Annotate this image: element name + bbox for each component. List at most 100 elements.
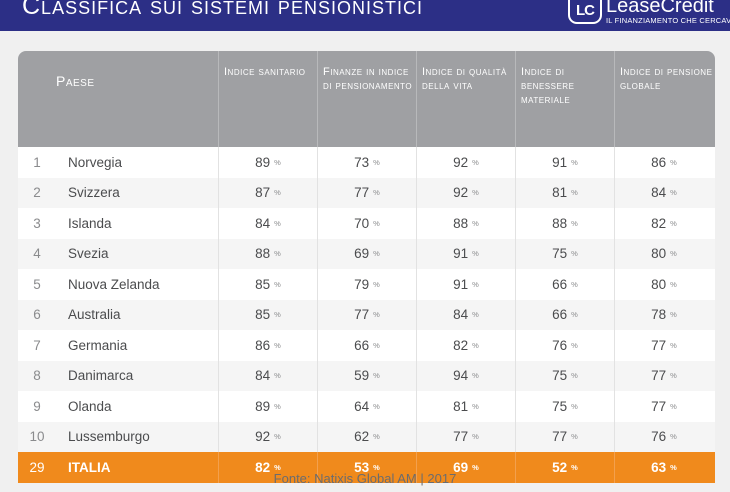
country-cell: ITALIA (68, 459, 111, 475)
value-number: 91 (552, 154, 568, 170)
value-cell: 88% (218, 238, 317, 269)
value-number: 75 (552, 398, 568, 414)
header-country: Paese (56, 73, 95, 89)
rank-cell: 6 (33, 307, 41, 323)
percent-sign: % (571, 432, 578, 442)
value-number: 85 (255, 276, 271, 292)
value-cell: 81% (515, 177, 614, 208)
percent-sign: % (472, 279, 479, 289)
value-number: 70 (354, 215, 370, 231)
value-cell: 92% (218, 421, 317, 452)
table-row: 10 Lussemburgo 92% 62% 77% 77% 76% (18, 421, 715, 452)
value-cell: 84% (218, 360, 317, 391)
percent-sign: % (472, 249, 479, 259)
header-health-index: Indice sanitario (218, 51, 317, 147)
value-cell: 84% (218, 208, 317, 239)
value-number: 75 (552, 246, 568, 262)
percent-sign: % (373, 157, 380, 167)
value-cell: 75% (515, 238, 614, 269)
value-number: 84 (255, 215, 271, 231)
value-cell: 91% (416, 269, 515, 300)
value-cell: 92% (416, 147, 515, 178)
value-number: 62 (354, 429, 370, 445)
value-number: 73 (354, 154, 370, 170)
value-cell: 82% (218, 452, 317, 483)
table-row: 3 Islanda 84% 70% 88% 88% 82% (18, 208, 715, 239)
value-cell: 85% (218, 269, 317, 300)
value-cell: 92% (416, 177, 515, 208)
value-number: 88 (552, 215, 568, 231)
value-cell: 77% (317, 299, 416, 330)
table-row: 5 Nuova Zelanda 85% 79% 91% 66% 80% (18, 269, 715, 300)
value-number: 77 (552, 429, 568, 445)
value-number: 88 (453, 215, 469, 231)
value-number: 78 (651, 307, 667, 323)
percent-sign: % (373, 218, 380, 228)
value-number: 66 (552, 307, 568, 323)
value-number: 69 (354, 246, 370, 262)
value-number: 75 (552, 368, 568, 384)
value-number: 81 (552, 185, 568, 201)
percent-sign: % (670, 249, 677, 259)
value-cell: 88% (416, 208, 515, 239)
value-number: 87 (255, 185, 271, 201)
percent-sign: % (571, 157, 578, 167)
percent-sign: % (472, 188, 479, 198)
header-finance-index: Finanze in indice di pensionamento (317, 51, 416, 147)
country-cell: Danimarca (68, 368, 134, 384)
table-header: Paese Indice sanitario Finanze in indice… (18, 51, 715, 147)
value-cell: 84% (416, 299, 515, 330)
percent-sign: % (670, 340, 677, 350)
country-cell: Lussemburgo (68, 429, 150, 445)
rank-cell: 9 (33, 398, 41, 414)
percent-sign: % (373, 249, 380, 259)
value-cell: 70% (317, 208, 416, 239)
value-number: 77 (651, 337, 667, 353)
header-quality-of-life-index: Indice di qualità della vita (416, 51, 515, 147)
source-year: 2017 (427, 471, 457, 486)
percent-sign: % (670, 218, 677, 228)
percent-sign: % (670, 371, 677, 381)
value-cell: 62% (317, 421, 416, 452)
value-number: 53 (354, 459, 370, 475)
percent-sign: % (274, 249, 281, 259)
brand-logo: LC LeaseCredit IL FINANZIAMENTO CHE CERC… (568, 0, 730, 25)
percent-sign: % (472, 401, 479, 411)
percent-sign: % (472, 310, 479, 320)
value-cell: 66% (515, 299, 614, 330)
country-cell: Nuova Zelanda (68, 276, 160, 292)
table-row: 2 Svizzera 87% 77% 92% 81% 84% (18, 177, 715, 208)
percent-sign: % (373, 432, 380, 442)
percent-sign: % (571, 310, 578, 320)
logo-tagline: IL FINANZIAMENTO CHE CERCAVI (606, 16, 730, 25)
value-number: 86 (651, 154, 667, 170)
value-number: 82 (255, 459, 271, 475)
value-cell: 77% (515, 421, 614, 452)
value-number: 79 (354, 276, 370, 292)
value-number: 84 (651, 185, 667, 201)
value-cell: 86% (218, 330, 317, 361)
value-number: 63 (651, 459, 667, 475)
header-rank (18, 51, 56, 147)
percent-sign: % (670, 401, 677, 411)
value-number: 91 (453, 276, 469, 292)
percent-sign: % (571, 462, 578, 472)
header-wellbeing-index: Indice di benessere materiale (515, 51, 614, 147)
value-number: 92 (255, 429, 271, 445)
percent-sign: % (472, 462, 479, 472)
percent-sign: % (670, 157, 677, 167)
country-cell: Australia (68, 307, 121, 323)
value-number: 66 (354, 337, 370, 353)
value-cell: 63% (614, 452, 713, 483)
page-title: Classifica sui sistemi pensionistici (22, 0, 423, 20)
source-name: Natixis Global AM (314, 471, 417, 486)
percent-sign: % (670, 188, 677, 198)
value-number: 66 (552, 276, 568, 292)
rank-cell: 8 (33, 368, 41, 384)
percent-sign: % (373, 279, 380, 289)
value-cell: 76% (614, 421, 713, 452)
value-cell: 77% (614, 360, 713, 391)
value-cell: 88% (515, 208, 614, 239)
value-cell: 75% (515, 360, 614, 391)
value-cell: 85% (218, 299, 317, 330)
